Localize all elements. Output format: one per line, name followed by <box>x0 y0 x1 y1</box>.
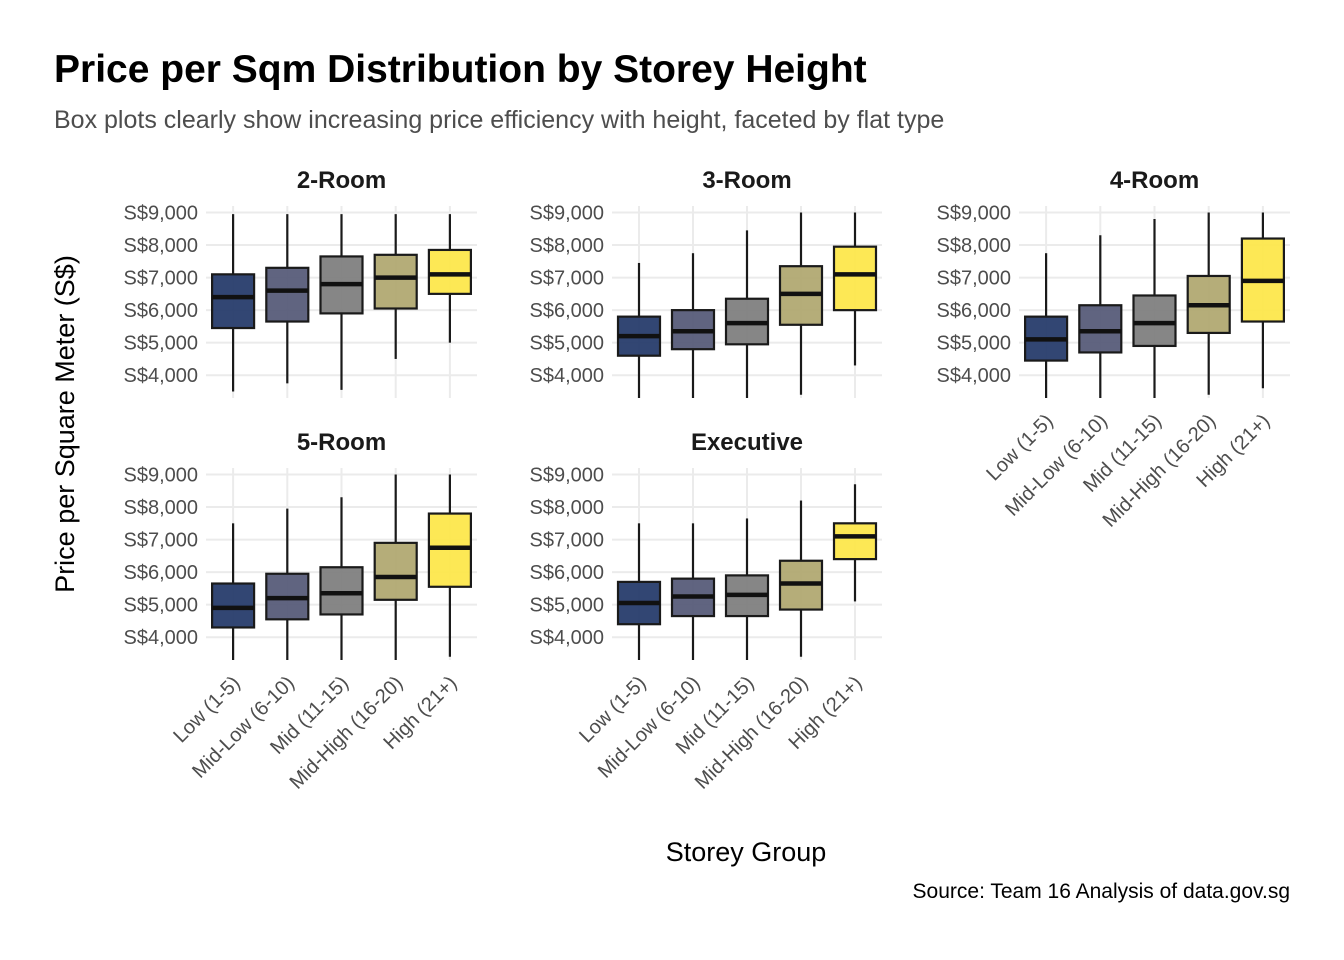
y-tick-label: S$6,000 <box>529 562 604 584</box>
y-tick-label: S$6,000 <box>123 562 198 584</box>
y-tick-label: S$9,000 <box>936 203 1011 225</box>
y-tick-label: S$4,000 <box>529 627 604 649</box>
y-tick-label: S$9,000 <box>529 465 604 487</box>
y-tick-label: S$4,000 <box>529 365 604 387</box>
y-tick-label: S$5,000 <box>123 333 198 355</box>
y-tick-label: S$6,000 <box>936 300 1011 322</box>
box <box>211 582 256 629</box>
y-tick-label: S$9,000 <box>123 465 198 487</box>
chart-title: Price per Sqm Distribution by Storey Hei… <box>54 48 867 91</box>
box <box>373 253 418 310</box>
y-tick-label: S$5,000 <box>529 595 604 617</box>
y-tick-label: S$7,000 <box>936 268 1011 290</box>
box <box>373 541 418 601</box>
y-tick-label: S$6,000 <box>529 300 604 322</box>
y-tick-label: S$8,000 <box>123 235 198 257</box>
facet-panel: 5-Room S$4,000 S$5,000 S$6,000 S$7,000 S$8,00… <box>123 429 477 794</box>
y-tick-label: S$7,000 <box>123 268 198 290</box>
facet-panel: Executive S$4,000 S$5,000 S$6,000 S$7,000 S$8… <box>529 429 882 794</box>
box <box>1132 294 1177 348</box>
y-tick-label: S$6,000 <box>123 300 198 322</box>
facet-title: 3-Room <box>702 167 791 194</box>
facet-panel: 4-Room S$4,000 S$5,000 S$6,000 S$7,000 S$8,00… <box>936 167 1290 532</box>
y-tick-label: S$4,000 <box>123 365 198 387</box>
facet-title: 2-Room <box>297 167 386 194</box>
y-tick-label: S$7,000 <box>529 530 604 552</box>
facet-title: 5-Room <box>297 429 386 456</box>
chart-caption: Source: Team 16 Analysis of data.gov.sg <box>912 880 1290 903</box>
chart-subtitle: Box plots clearly show increasing price … <box>54 106 945 134</box>
box <box>832 522 878 561</box>
y-tick-label: S$8,000 <box>529 235 604 257</box>
box <box>832 245 878 312</box>
box <box>427 512 472 588</box>
y-tick-label: S$4,000 <box>936 365 1011 387</box>
y-tick-label: S$7,000 <box>529 268 604 290</box>
box <box>265 266 310 323</box>
y-tick-label: S$7,000 <box>123 530 198 552</box>
box <box>427 248 472 295</box>
facet-title: 4-Room <box>1110 167 1199 194</box>
box <box>1078 304 1123 354</box>
y-axis-title: Price per Square Meter (S$) <box>50 255 80 593</box>
y-tick-label: S$4,000 <box>123 627 198 649</box>
y-tick-label: S$5,000 <box>529 333 604 355</box>
y-tick-label: S$8,000 <box>936 235 1011 257</box>
y-tick-label: S$5,000 <box>936 333 1011 355</box>
y-tick-label: S$8,000 <box>529 497 604 519</box>
facet-panel: 3-Room S$4,000 S$5,000 S$6,000 S$7,000 S$8,00… <box>529 167 882 398</box>
y-tick-label: S$5,000 <box>123 595 198 617</box>
y-tick-label: S$9,000 <box>123 203 198 225</box>
box <box>211 273 256 330</box>
box <box>319 566 364 616</box>
facet-title: Executive <box>691 429 803 456</box>
facet-panel: 2-Room S$4,000 S$5,000 S$6,000 S$7,000 S$8,00… <box>123 167 477 398</box>
x-axis-title: Storey Group <box>666 837 827 867</box>
y-tick-label: S$8,000 <box>123 497 198 519</box>
y-tick-label: S$9,000 <box>529 203 604 225</box>
